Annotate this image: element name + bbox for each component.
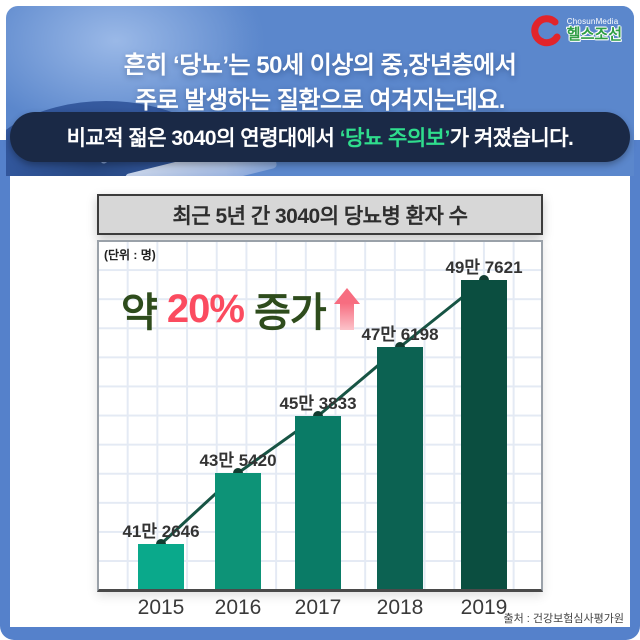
x-axis: 2015 2016 2017 2018 2019: [99, 596, 545, 622]
bar-2016: [215, 473, 261, 589]
annotation-suffix: 증가: [243, 291, 327, 335]
x-tick-2015: 2015: [137, 596, 185, 619]
unit-label: (단위 : 명): [104, 248, 156, 262]
bar-2017: [295, 416, 341, 589]
headline: 흔히 ‘당뇨’는 50세 이상의 중,장년층에서 주로 발생하는 질환으로 여겨…: [6, 48, 634, 118]
source-credit: 출처 : 건강보험심사평가원: [503, 613, 625, 625]
bar-value-label: 43만 5420: [199, 451, 277, 470]
banner-text-pre: 비교적 젊은 3040의 연령대에서: [66, 127, 340, 150]
bar-2018: [377, 347, 423, 589]
chosun-c-icon: [531, 15, 561, 47]
bar-chart-plot: 41만 2646 43만 5420 45만 3833 47만 6198 49만 7621…: [97, 240, 543, 592]
bar-value-label: 47만 6198: [361, 325, 439, 344]
x-tick-2017: 2017: [294, 596, 342, 619]
increase-annotation: 약 20% 증가: [121, 280, 360, 338]
annotation-percent: 20%: [166, 286, 245, 331]
bar-2019: [461, 280, 507, 589]
bars-layer: 41만 2646 43만 5420 45만 3833 47만 6198 49만 7621: [99, 242, 541, 589]
up-arrow-icon: [333, 288, 360, 330]
x-tick-2016: 2016: [214, 596, 262, 619]
x-tick-2018: 2018: [376, 596, 424, 619]
x-tick-2019: 2019: [460, 596, 508, 619]
logo-name-text: 헬스조선: [566, 26, 622, 44]
bar-2015: [138, 544, 184, 589]
healthchosun-logo: ChosunMedia 헬스조선: [531, 15, 622, 47]
bar-value-label: 45만 3833: [279, 394, 357, 413]
bar-value-label: 41만 2646: [122, 522, 200, 541]
logo-media-text: ChosunMedia: [566, 17, 619, 27]
headline-line1: 흔히 ‘당뇨’는 50세 이상의 중,장년층에서: [123, 52, 517, 79]
chart-title: 최근 5년 간 3040의 당뇨병 환자 수: [97, 194, 543, 235]
banner-highlight: ‘당뇨 주의보’: [339, 127, 451, 150]
headline-line2: 주로 발생하는 질환으로 여겨지는데요.: [135, 87, 505, 114]
bar-value-label: 49만 7621: [445, 258, 523, 277]
banner-text-post: 가 켜졌습니다.: [449, 127, 574, 150]
annotation-prefix: 약: [121, 291, 167, 335]
alert-banner: 비교적 젊은 3040의 연령대에서 ‘당뇨 주의보’ 가 켜졌습니다.: [10, 112, 630, 162]
